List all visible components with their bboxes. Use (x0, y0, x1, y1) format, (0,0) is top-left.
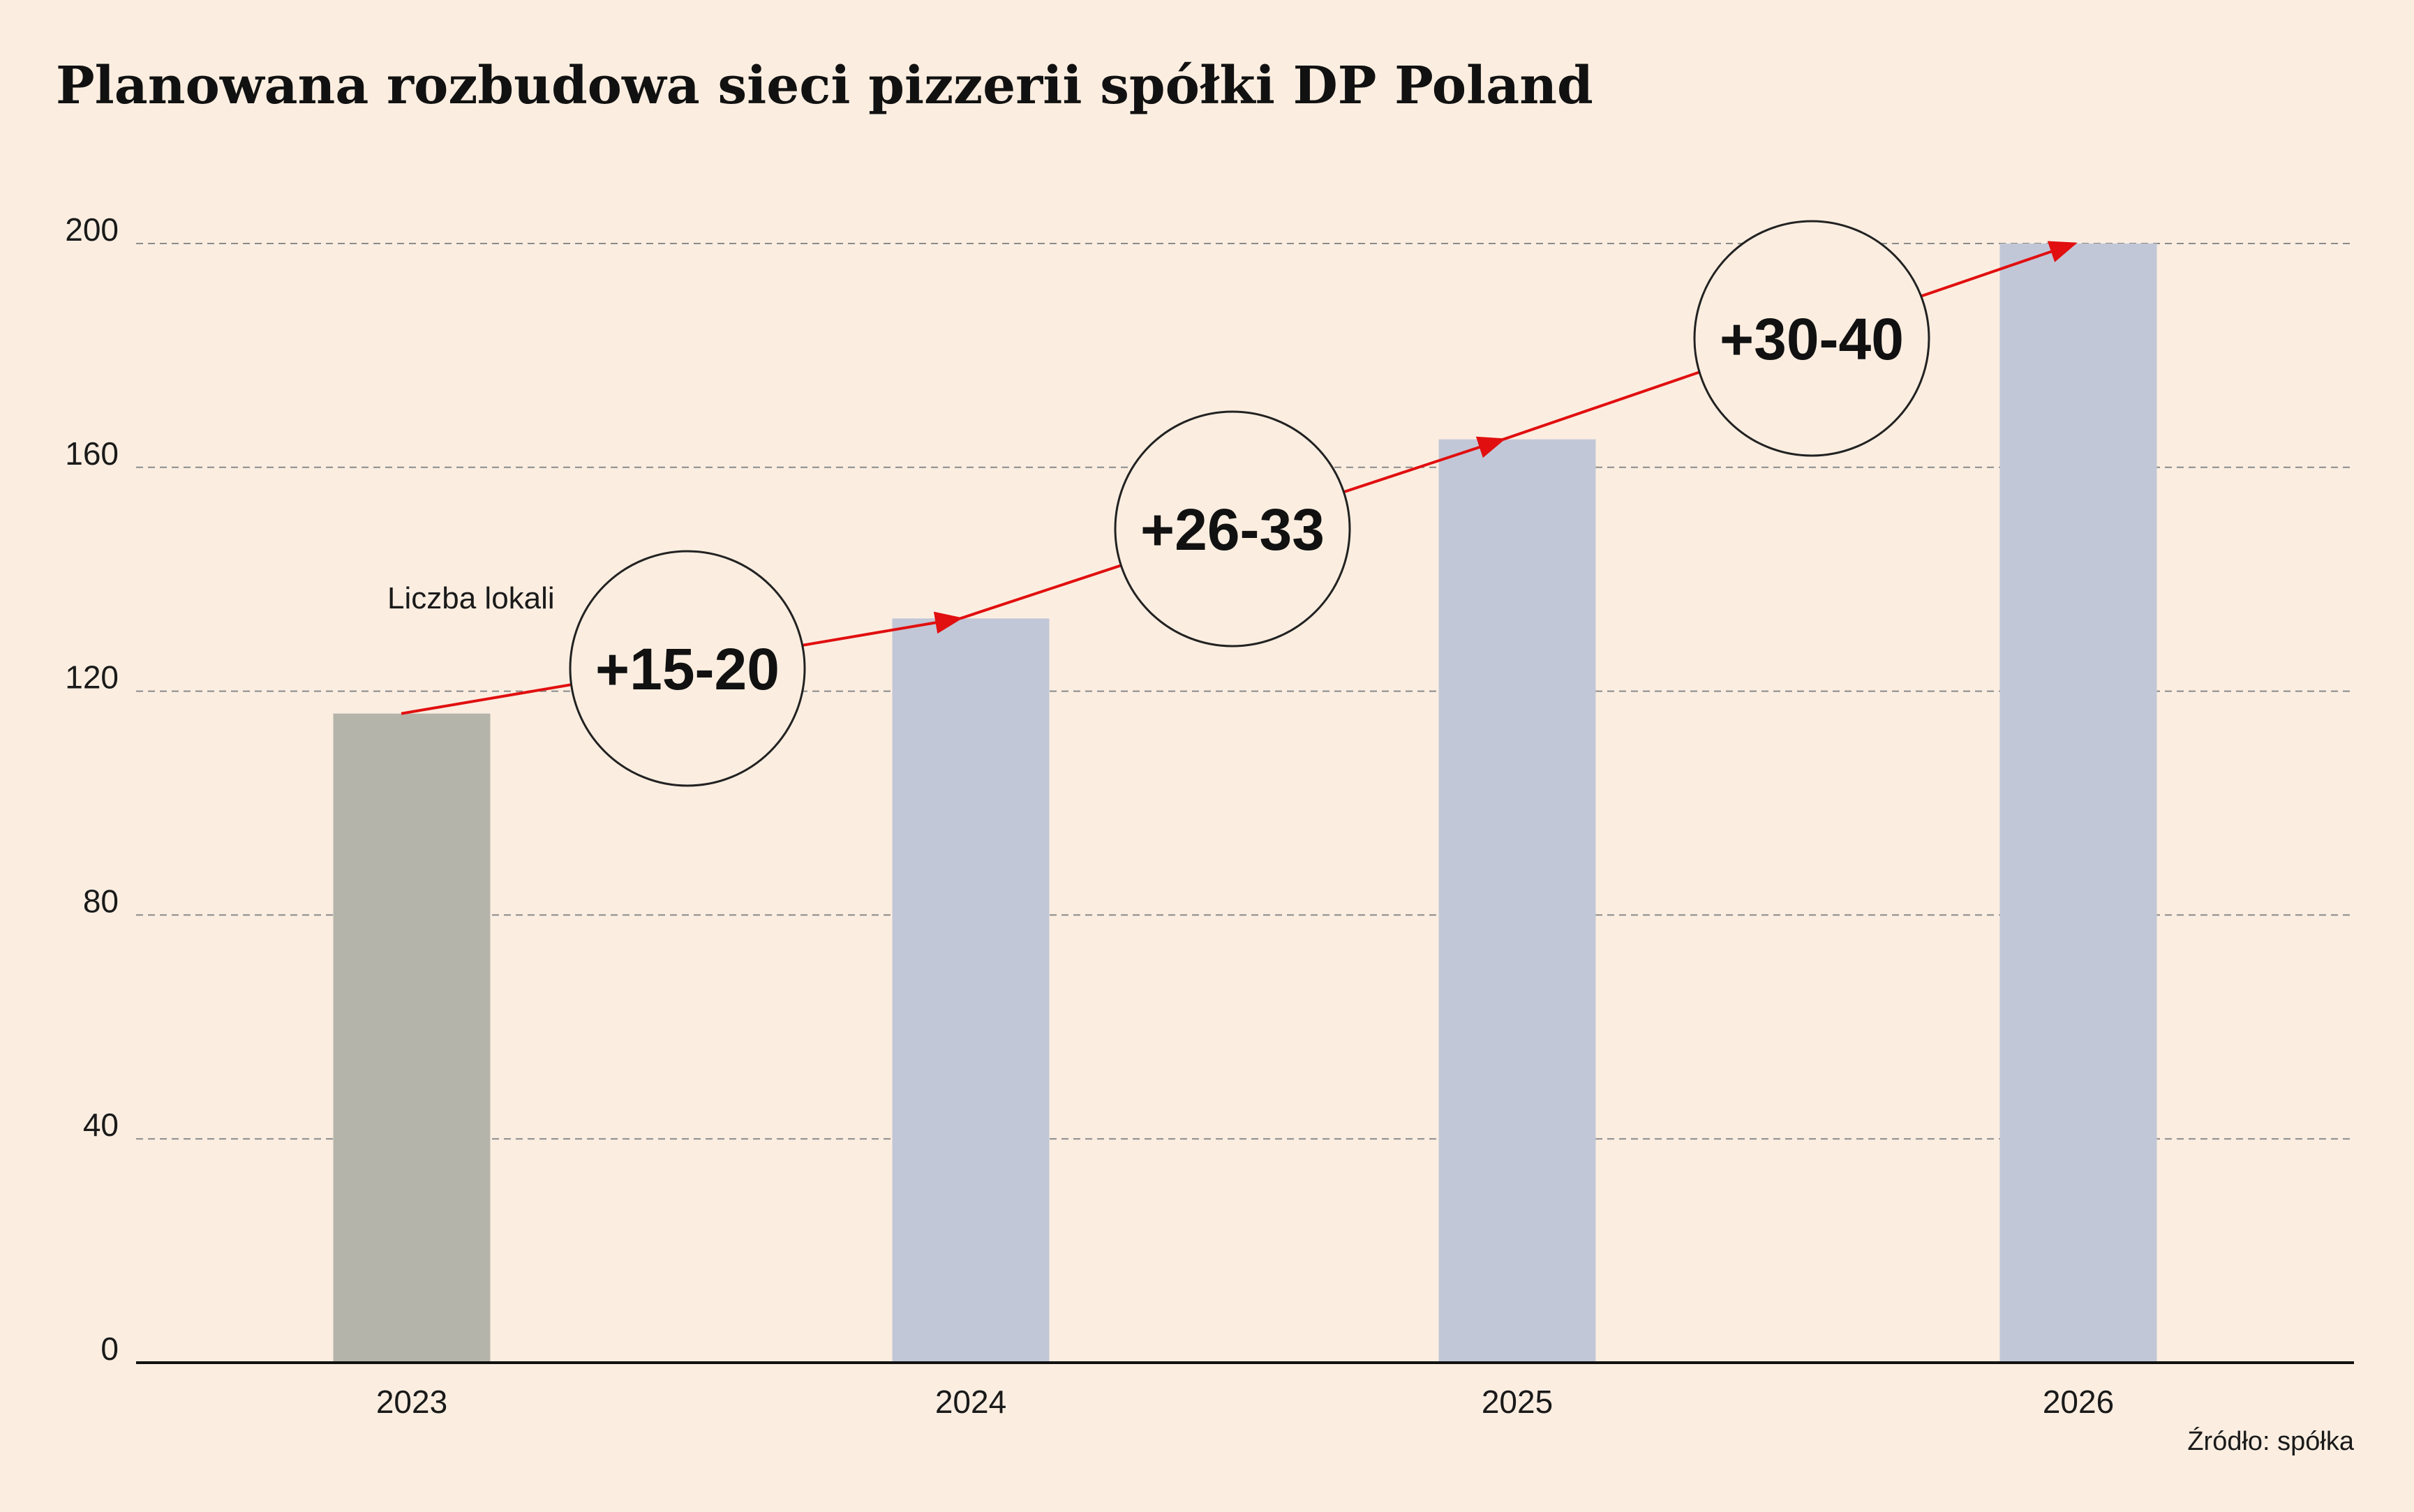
bar-2024 (892, 618, 1050, 1363)
axes: 0 40 80 120 160 200 2023 2024 2025 2026 (65, 211, 2354, 1420)
y-tick-label: 40 (83, 1107, 119, 1143)
bar-2026 (1999, 244, 2157, 1363)
increment-bubble (1114, 410, 1351, 648)
x-tick-label: 2026 (2043, 1384, 2114, 1420)
increment-bubble (1693, 220, 1930, 457)
series-label: Liczba lokali (387, 581, 555, 615)
bar-2023 (333, 713, 491, 1363)
source-note: Źródło: spółka (2187, 1426, 2355, 1456)
bar-2025 (1438, 439, 1596, 1363)
bars (333, 244, 2157, 1363)
increment-bubbles: +15-20 +26-33 +30-40 (569, 220, 1930, 787)
y-tick-label: 120 (65, 659, 119, 696)
y-tick-label: 160 (65, 435, 119, 472)
increment-bubble (569, 550, 806, 787)
increment-label: +26-33 (1140, 497, 1325, 562)
y-tick-label: 80 (83, 883, 119, 919)
increment-label: +30-40 (1720, 306, 1904, 372)
x-tick-label: 2024 (935, 1384, 1006, 1420)
chart-title: Planowana rozbudowa sieci pizzerii spółk… (56, 56, 1593, 116)
increment-label: +15-20 (595, 636, 780, 702)
y-tick-label: 200 (65, 211, 119, 248)
x-tick-label: 2025 (1482, 1384, 1553, 1420)
y-tick-label: 0 (100, 1331, 119, 1367)
x-tick-label: 2023 (376, 1384, 447, 1420)
